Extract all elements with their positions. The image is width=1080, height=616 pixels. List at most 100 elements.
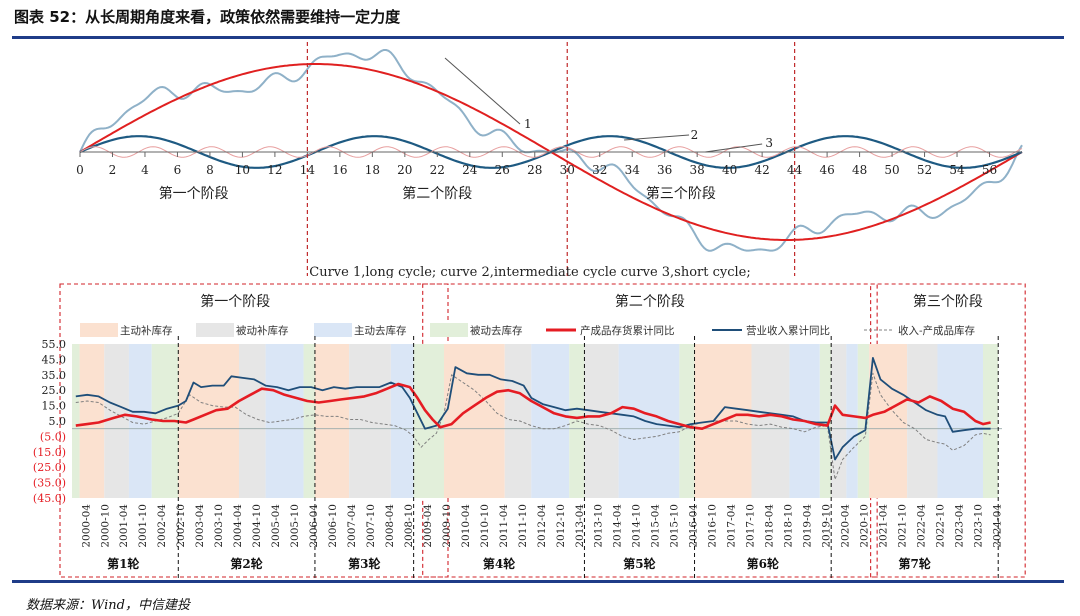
x-tick-label: 2013-10 bbox=[593, 504, 605, 548]
curve-label-leader bbox=[705, 143, 763, 153]
stage-label: 第一个阶段 bbox=[159, 185, 229, 202]
x-tick-label: 42 bbox=[754, 163, 769, 177]
x-tick-label: 2 bbox=[109, 163, 117, 177]
y-tick-label: (45.0) bbox=[33, 492, 66, 505]
x-tick-label: 2019-04 bbox=[802, 504, 814, 548]
x-tick-label: 2012-04 bbox=[536, 504, 548, 548]
x-tick-label: 2022-04 bbox=[915, 504, 927, 548]
x-tick-label: 26 bbox=[495, 163, 510, 177]
footer-divider bbox=[12, 580, 1064, 583]
x-tick-label: 32 bbox=[592, 163, 607, 177]
series-line-diff bbox=[75, 372, 991, 480]
stage-label: 第二个阶段 bbox=[402, 185, 472, 202]
phase-band-active_destock bbox=[531, 344, 570, 498]
x-tick-label: 2008-04 bbox=[384, 504, 396, 548]
phase-band-passive_destock bbox=[819, 344, 832, 498]
legend-swatch bbox=[196, 323, 234, 337]
x-tick-label: 0 bbox=[76, 163, 84, 177]
round-label: 第6轮 bbox=[747, 556, 780, 571]
x-tick-label: 2002-04 bbox=[156, 504, 168, 548]
phase-band-passive_restock bbox=[104, 344, 129, 498]
legend-label: 主动补库存 bbox=[120, 324, 173, 337]
round-label: 第2轮 bbox=[230, 556, 263, 571]
legend-swatch bbox=[314, 323, 352, 337]
curve-label: 3 bbox=[765, 136, 773, 150]
x-tick-label: 2018-04 bbox=[764, 504, 776, 548]
title-divider bbox=[12, 36, 1064, 39]
y-tick-label: 5.0 bbox=[49, 415, 67, 428]
curve-label-leader bbox=[444, 57, 521, 125]
x-tick-label: 54 bbox=[949, 163, 965, 177]
y-tick-label: (35.0) bbox=[33, 477, 66, 490]
x-tick-label: 2017-04 bbox=[726, 504, 738, 548]
x-tick-label: 2007-04 bbox=[346, 504, 358, 548]
x-tick-label: 2000-10 bbox=[99, 504, 111, 548]
phase-band-passive_restock bbox=[831, 344, 847, 498]
y-tick-label: 45.0 bbox=[42, 353, 67, 366]
phase-band-passive_restock bbox=[504, 344, 532, 498]
x-tick-label: 2003-10 bbox=[213, 504, 225, 548]
phase-band-active_destock bbox=[128, 344, 152, 498]
x-tick-label: 22 bbox=[430, 163, 445, 177]
x-tick-label: 2003-04 bbox=[194, 504, 206, 548]
x-tick-label: 2001-04 bbox=[118, 504, 130, 548]
phase-band-passive_restock bbox=[584, 344, 619, 498]
x-tick-label: 48 bbox=[852, 163, 867, 177]
curve-label: 1 bbox=[524, 117, 532, 131]
x-tick-label: 50 bbox=[884, 163, 899, 177]
stage-box bbox=[870, 283, 1026, 578]
y-tick-label: (25.0) bbox=[33, 461, 66, 474]
x-tick-label: 2014-10 bbox=[631, 504, 643, 548]
x-tick-label: 10 bbox=[235, 163, 250, 177]
x-tick-label: 2013-04 bbox=[574, 504, 586, 548]
x-tick-label: 2016-04 bbox=[688, 504, 700, 548]
x-tick-label: 18 bbox=[365, 163, 380, 177]
x-tick-label: 2022-10 bbox=[934, 504, 946, 548]
curve-3 bbox=[79, 146, 1023, 158]
y-tick-label: (5.0) bbox=[40, 430, 66, 443]
phase-band-passive_destock bbox=[303, 344, 315, 498]
phase-band-passive_destock bbox=[983, 344, 999, 498]
legend-label: 被动去库存 bbox=[470, 324, 523, 337]
x-tick-label: 2002-10 bbox=[175, 504, 187, 548]
legend-label: 营业收入累计同比 bbox=[746, 324, 830, 337]
phase-band-active_restock bbox=[314, 344, 350, 498]
x-tick-label: 2019-10 bbox=[820, 504, 832, 548]
x-tick-label: 2005-04 bbox=[270, 504, 282, 548]
x-tick-label: 2007-10 bbox=[365, 504, 377, 548]
x-tick-label: 28 bbox=[527, 163, 542, 177]
y-tick-label: (15.0) bbox=[33, 446, 66, 459]
series-line-inventory bbox=[75, 382, 991, 430]
x-tick-label: 2000-04 bbox=[80, 504, 92, 548]
x-tick-label: 2010-10 bbox=[479, 504, 491, 548]
x-tick-label: 2006-04 bbox=[308, 504, 320, 548]
phase-band-passive_restock bbox=[751, 344, 790, 498]
curve-label-leader bbox=[624, 134, 690, 141]
series-line-revenue bbox=[75, 357, 991, 461]
y-tick-label: 35.0 bbox=[42, 369, 67, 382]
x-tick-label: 2006-10 bbox=[327, 504, 339, 548]
x-tick-label: 38 bbox=[690, 163, 705, 177]
x-tick-label: 56 bbox=[982, 163, 997, 177]
x-tick-label: 2023-04 bbox=[953, 504, 965, 548]
x-tick-label: 4 bbox=[141, 163, 149, 177]
x-tick-label: 2011-04 bbox=[498, 504, 510, 548]
round-label: 第4轮 bbox=[483, 556, 516, 571]
x-tick-label: 52 bbox=[917, 163, 932, 177]
x-tick-label: 46 bbox=[819, 163, 834, 177]
x-tick-label: 2008-10 bbox=[403, 504, 415, 548]
x-tick-label: 6 bbox=[174, 163, 182, 177]
x-tick-label: 2009-04 bbox=[422, 504, 434, 548]
legend-label: 产成品存货累计同比 bbox=[580, 324, 675, 337]
x-tick-label: 2012-10 bbox=[555, 504, 567, 548]
y-tick-label: 55.0 bbox=[42, 338, 67, 351]
x-tick-label: 8 bbox=[206, 163, 214, 177]
source-note: 数据来源：Wind，中信建投 bbox=[26, 598, 190, 613]
x-tick-label: 2011-10 bbox=[517, 504, 529, 548]
x-tick-label: 2004-04 bbox=[232, 504, 244, 548]
legend-label: 主动去库存 bbox=[354, 324, 407, 337]
x-tick-label: 2004-10 bbox=[251, 504, 263, 548]
x-tick-label: 2021-04 bbox=[877, 504, 889, 548]
x-tick-label: 2020-10 bbox=[858, 504, 870, 548]
